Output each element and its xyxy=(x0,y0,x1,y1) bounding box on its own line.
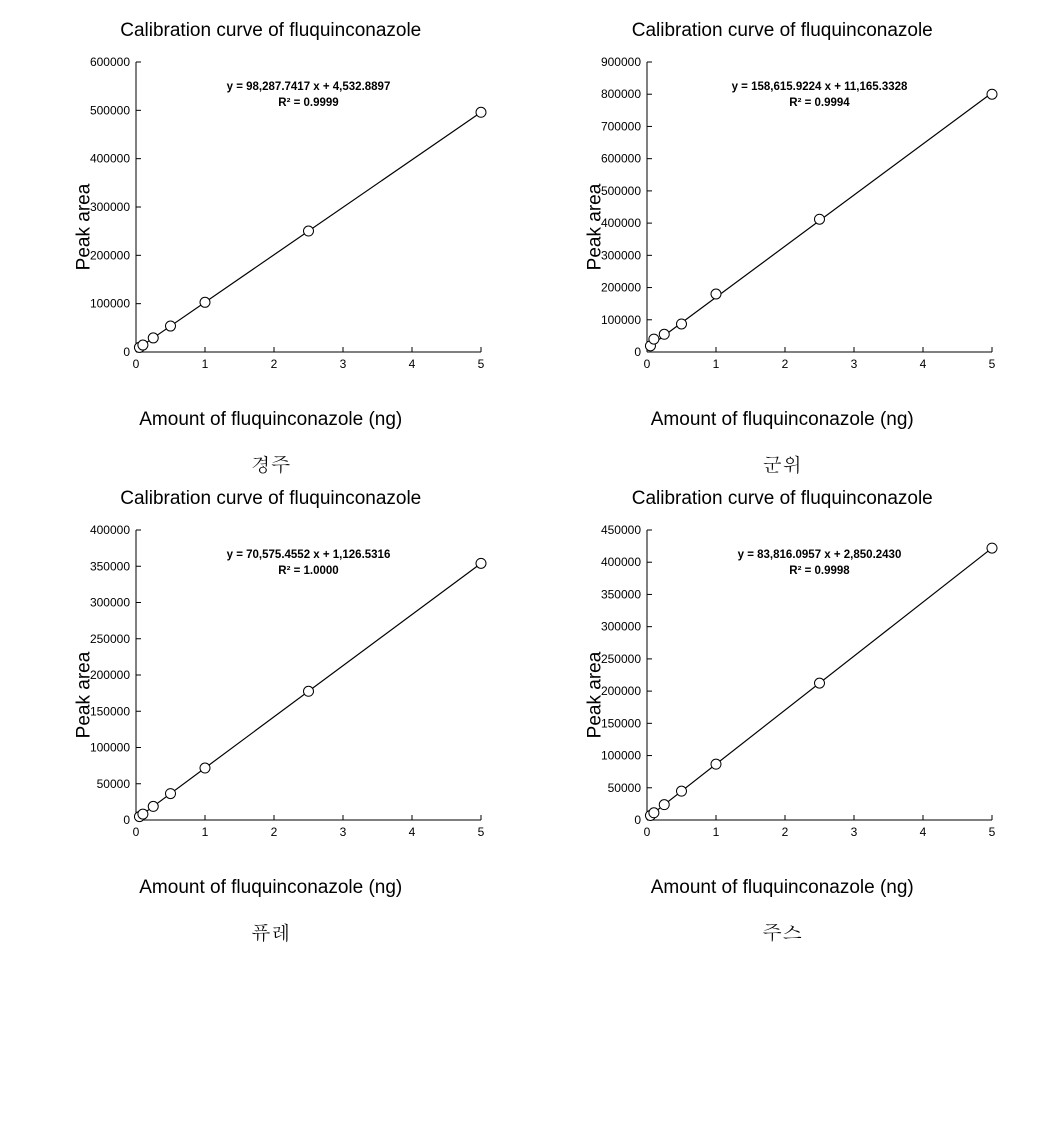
chart-sublabel: 군위 xyxy=(762,449,802,478)
svg-text:600000: 600000 xyxy=(601,152,641,166)
svg-text:300000: 300000 xyxy=(601,248,641,262)
svg-text:250000: 250000 xyxy=(601,652,641,666)
chart-plot: Peak area 0 50000 100000 150000 200000 250000… xyxy=(41,515,501,875)
svg-text:2: 2 xyxy=(270,825,277,839)
svg-text:4: 4 xyxy=(920,825,927,839)
svg-text:y = 158,615.9224 x + 11,165.3: y = 158,615.9224 x + 11,165.3328 xyxy=(732,81,908,93)
svg-text:350000: 350000 xyxy=(90,559,130,573)
svg-text:1: 1 xyxy=(201,357,208,371)
y-axis-label: Peak area xyxy=(73,184,95,271)
x-axis-label: Amount of fluquinconazole (ng) xyxy=(139,409,402,431)
chart-title: Calibration curve of fluquinconazole xyxy=(120,488,421,510)
svg-text:400000: 400000 xyxy=(90,152,130,166)
svg-text:150000: 150000 xyxy=(90,704,130,718)
svg-text:3: 3 xyxy=(339,357,346,371)
x-axis-label: Amount of fluquinconazole (ng) xyxy=(651,409,914,431)
svg-text:500000: 500000 xyxy=(601,184,641,198)
svg-text:50000: 50000 xyxy=(608,781,642,795)
svg-text:5: 5 xyxy=(989,825,996,839)
svg-text:400000: 400000 xyxy=(601,555,641,569)
svg-text:5: 5 xyxy=(477,357,484,371)
svg-text:100000: 100000 xyxy=(90,741,130,755)
svg-text:0: 0 xyxy=(635,813,642,827)
svg-text:100000: 100000 xyxy=(601,749,641,763)
svg-text:R² = 0.9999: R² = 0.9999 xyxy=(278,97,338,109)
svg-text:400000: 400000 xyxy=(90,523,130,537)
svg-text:0: 0 xyxy=(644,357,651,371)
y-axis-label: Peak area xyxy=(585,652,607,739)
svg-text:300000: 300000 xyxy=(90,200,130,214)
chart-title: Calibration curve of fluquinconazole xyxy=(632,20,933,42)
chart-cell: Calibration curve of fluquinconazole Pea… xyxy=(532,488,1034,946)
chart-plot: Peak area 0 50000 100000 150000 200000 250000… xyxy=(552,515,1012,875)
svg-text:300000: 300000 xyxy=(601,620,641,634)
svg-text:3: 3 xyxy=(339,825,346,839)
svg-text:300000: 300000 xyxy=(90,596,130,610)
svg-text:y = 83,816.0957 x + 2,850.243: y = 83,816.0957 x + 2,850.2430 xyxy=(738,549,902,561)
chart-cell: Calibration curve of fluquinconazole Pea… xyxy=(20,20,522,478)
svg-text:600000: 600000 xyxy=(90,55,130,69)
svg-text:100000: 100000 xyxy=(601,313,641,327)
svg-text:0: 0 xyxy=(132,825,139,839)
svg-text:1: 1 xyxy=(713,825,720,839)
svg-text:450000: 450000 xyxy=(601,523,641,537)
x-axis-label: Amount of fluquinconazole (ng) xyxy=(139,877,402,899)
svg-text:4: 4 xyxy=(920,357,927,371)
svg-text:100000: 100000 xyxy=(90,297,130,311)
chart-sublabel: 경주 xyxy=(251,449,291,478)
svg-text:400000: 400000 xyxy=(601,216,641,230)
chart-sublabel: 퓨레 xyxy=(251,917,291,946)
svg-text:2: 2 xyxy=(270,357,277,371)
svg-text:800000: 800000 xyxy=(601,87,641,101)
svg-text:500000: 500000 xyxy=(90,103,130,117)
chart-plot: Peak area 0 100000 200000 300000 400000 50000… xyxy=(41,47,501,407)
chart-cell: Calibration curve of fluquinconazole Pea… xyxy=(20,488,522,946)
svg-text:y = 70,575.4552 x + 1,126.531: y = 70,575.4552 x + 1,126.5316 xyxy=(226,549,390,561)
svg-text:900000: 900000 xyxy=(601,55,641,69)
svg-text:3: 3 xyxy=(851,357,858,371)
svg-text:4: 4 xyxy=(408,357,415,371)
chart-cell: Calibration curve of fluquinconazole Pea… xyxy=(532,20,1034,478)
svg-text:5: 5 xyxy=(477,825,484,839)
svg-text:200000: 200000 xyxy=(601,684,641,698)
svg-text:R² = 0.9994: R² = 0.9994 xyxy=(790,97,851,109)
svg-text:350000: 350000 xyxy=(601,587,641,601)
y-axis-label: Peak area xyxy=(585,184,607,271)
svg-text:0: 0 xyxy=(132,357,139,371)
svg-text:200000: 200000 xyxy=(90,668,130,682)
chart-plot: Peak area 0 100000 200000 300000 400000 50000… xyxy=(552,47,1012,407)
svg-text:0: 0 xyxy=(123,813,130,827)
svg-text:4: 4 xyxy=(408,825,415,839)
svg-text:200000: 200000 xyxy=(90,248,130,262)
svg-text:1: 1 xyxy=(713,357,720,371)
svg-text:3: 3 xyxy=(851,825,858,839)
chart-title: Calibration curve of fluquinconazole xyxy=(632,488,933,510)
svg-text:0: 0 xyxy=(123,345,130,359)
svg-text:R² = 1.0000: R² = 1.0000 xyxy=(278,565,338,577)
svg-text:200000: 200000 xyxy=(601,281,641,295)
svg-text:y = 98,287.7417 x + 4,532.889: y = 98,287.7417 x + 4,532.8897 xyxy=(226,81,390,93)
svg-text:2: 2 xyxy=(782,357,789,371)
svg-text:700000: 700000 xyxy=(601,119,641,133)
svg-text:250000: 250000 xyxy=(90,632,130,646)
svg-text:R² = 0.9998: R² = 0.9998 xyxy=(790,565,851,577)
y-axis-label: Peak area xyxy=(73,652,95,739)
chart-sublabel: 주스 xyxy=(762,917,802,946)
svg-text:150000: 150000 xyxy=(601,716,641,730)
svg-text:0: 0 xyxy=(635,345,642,359)
chart-title: Calibration curve of fluquinconazole xyxy=(120,20,421,42)
chart-grid: Calibration curve of fluquinconazole Pea… xyxy=(20,20,1033,946)
svg-text:5: 5 xyxy=(989,357,996,371)
svg-text:50000: 50000 xyxy=(96,777,130,791)
svg-text:0: 0 xyxy=(644,825,651,839)
svg-text:1: 1 xyxy=(201,825,208,839)
svg-text:2: 2 xyxy=(782,825,789,839)
x-axis-label: Amount of fluquinconazole (ng) xyxy=(651,877,914,899)
